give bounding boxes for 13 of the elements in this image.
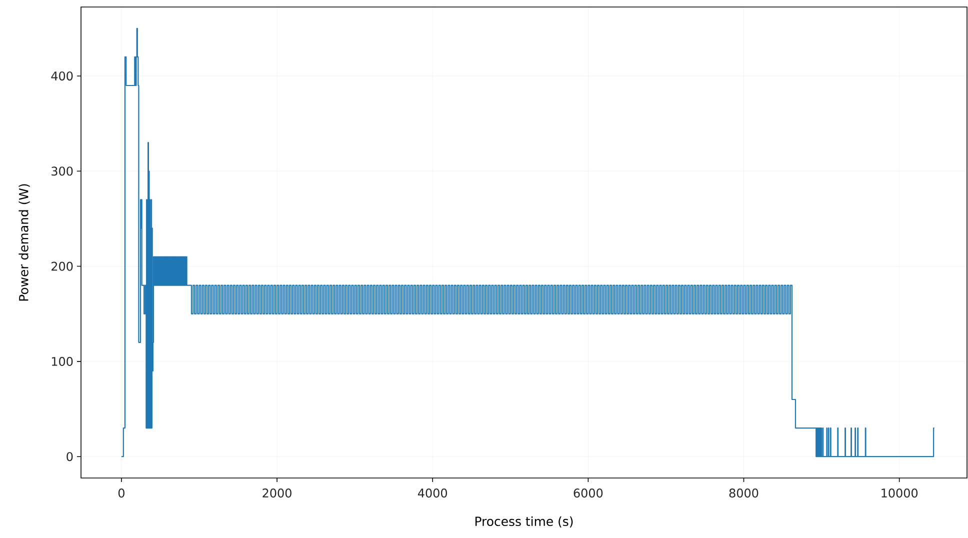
y-tick-label: 100 [52,356,73,366]
x-tick-label: 2000 [262,488,292,498]
y-tick-label: 200 [52,262,73,271]
y-tick-label: 0 [66,452,73,462]
x-tick-label: 8000 [729,488,758,498]
y-tick-label: 300 [52,166,73,176]
x-tick-label: 6000 [574,488,603,498]
y-axis-title: Power demand (W) [18,184,30,301]
x-axis-title: Process time (s) [475,516,573,528]
y-tick-label: 400 [51,71,73,80]
x-tick-label: 4000 [418,488,448,498]
x-tick-label: 10000 [882,488,918,498]
x-tick-label: 0 [118,488,124,498]
